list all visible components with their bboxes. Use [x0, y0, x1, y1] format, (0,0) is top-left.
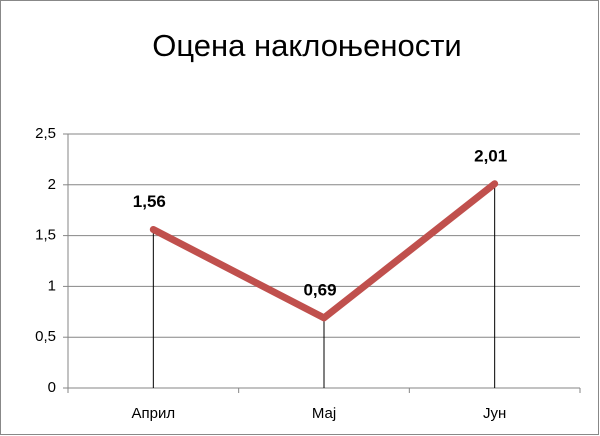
chart-title: Оцена наклоњености	[152, 28, 462, 63]
x-tick-label: Април	[132, 405, 176, 422]
series-line	[149, 180, 499, 322]
x-tick-label: Јун	[483, 405, 506, 422]
data-label: 1,56	[133, 192, 166, 211]
data-label: 0,69	[303, 280, 336, 299]
y-tick-label: 1,5	[35, 227, 56, 244]
y-tick-label: 0,5	[35, 328, 56, 345]
x-tick-label: Мај	[312, 405, 336, 422]
data-label: 2,01	[474, 146, 507, 165]
y-tick-label: 1	[48, 277, 56, 294]
y-tick-label: 2,5	[35, 125, 56, 142]
y-tick-label: 2	[48, 176, 56, 193]
y-tick-label: 0	[48, 379, 56, 396]
